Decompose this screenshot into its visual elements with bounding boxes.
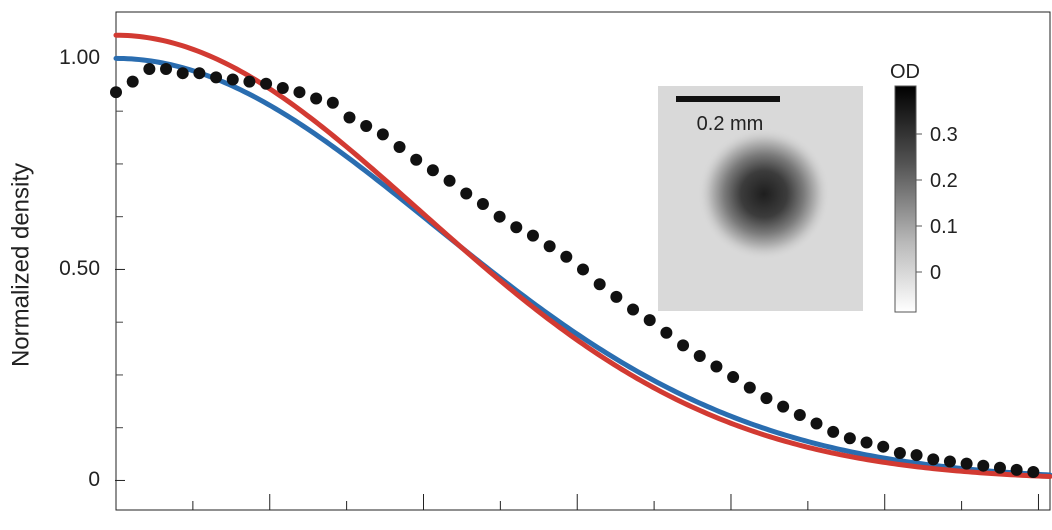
data-point xyxy=(160,62,173,75)
data-point xyxy=(993,461,1006,474)
data-point xyxy=(843,432,856,445)
x-axis xyxy=(192,494,1039,510)
y-tick-label: 0 xyxy=(88,468,100,491)
data-point xyxy=(1027,466,1040,479)
data-point xyxy=(360,119,373,132)
y-axis-label: Normalized density xyxy=(7,163,34,367)
series-lines xyxy=(113,32,1052,480)
data-point xyxy=(143,62,156,75)
data-point xyxy=(310,92,323,105)
data-point xyxy=(677,339,690,352)
data-point xyxy=(343,111,356,124)
data-point xyxy=(793,409,806,422)
data-point xyxy=(476,198,489,211)
data-point xyxy=(627,303,640,316)
colorbar-tick-label: 0.1 xyxy=(930,216,958,238)
colorbar: OD 0.3 0.2 0.1 0 xyxy=(890,61,958,313)
data-point xyxy=(276,81,289,94)
data-point xyxy=(193,67,206,80)
data-point xyxy=(510,221,523,234)
fit-line-1 xyxy=(113,55,1052,478)
data-point xyxy=(443,174,456,187)
data-point xyxy=(893,447,906,460)
data-point xyxy=(943,455,956,468)
data-point xyxy=(643,314,656,327)
data-point xyxy=(710,360,723,373)
data-point xyxy=(126,75,139,88)
colorbar-gradient xyxy=(894,85,917,313)
colorbar-tick-label: 0 xyxy=(930,262,941,284)
data-point xyxy=(1010,463,1023,476)
data-point xyxy=(393,141,406,154)
data-points xyxy=(110,62,1040,479)
data-point xyxy=(593,278,606,291)
data-point xyxy=(777,400,790,413)
data-point xyxy=(226,73,239,86)
data-point xyxy=(860,436,873,449)
data-point xyxy=(110,86,122,99)
plot-border xyxy=(115,11,1051,511)
data-point xyxy=(760,392,773,405)
atom-cloud xyxy=(698,128,830,260)
data-point xyxy=(410,153,423,166)
data-point xyxy=(293,86,306,99)
y-axis: 1.00 0.50 0 xyxy=(59,46,125,491)
axes-frame xyxy=(115,11,1051,511)
scale-bar-label: 0.2 mm xyxy=(697,113,764,135)
data-point xyxy=(877,440,890,453)
data-point xyxy=(660,326,673,339)
colorbar-tick-label: 0.3 xyxy=(930,124,958,146)
data-point xyxy=(910,449,923,462)
data-point xyxy=(743,381,756,394)
data-point xyxy=(560,250,573,263)
data-point xyxy=(426,164,439,177)
colorbar-title: OD xyxy=(890,61,920,83)
fit-line-2 xyxy=(113,32,1052,480)
data-point xyxy=(827,425,840,438)
y-tick-label: 0.50 xyxy=(59,257,100,280)
data-point xyxy=(727,371,740,384)
data-point xyxy=(460,187,473,200)
data-point xyxy=(493,210,506,223)
data-point xyxy=(543,240,556,253)
data-point xyxy=(210,71,223,84)
data-point xyxy=(326,96,339,109)
y-tick-label: 1.00 xyxy=(59,46,100,69)
data-point xyxy=(960,457,973,470)
data-point xyxy=(260,77,273,90)
data-point xyxy=(526,229,539,242)
colorbar-tick-label: 0.2 xyxy=(930,170,958,192)
data-point xyxy=(243,75,256,88)
data-point xyxy=(693,349,706,362)
data-point xyxy=(977,459,990,472)
inset-image: 0.2 mm xyxy=(658,86,863,311)
data-point xyxy=(376,128,389,141)
data-point xyxy=(610,290,623,303)
data-point xyxy=(176,67,189,80)
data-point xyxy=(577,263,589,276)
data-point xyxy=(927,453,940,466)
data-point xyxy=(810,417,823,430)
